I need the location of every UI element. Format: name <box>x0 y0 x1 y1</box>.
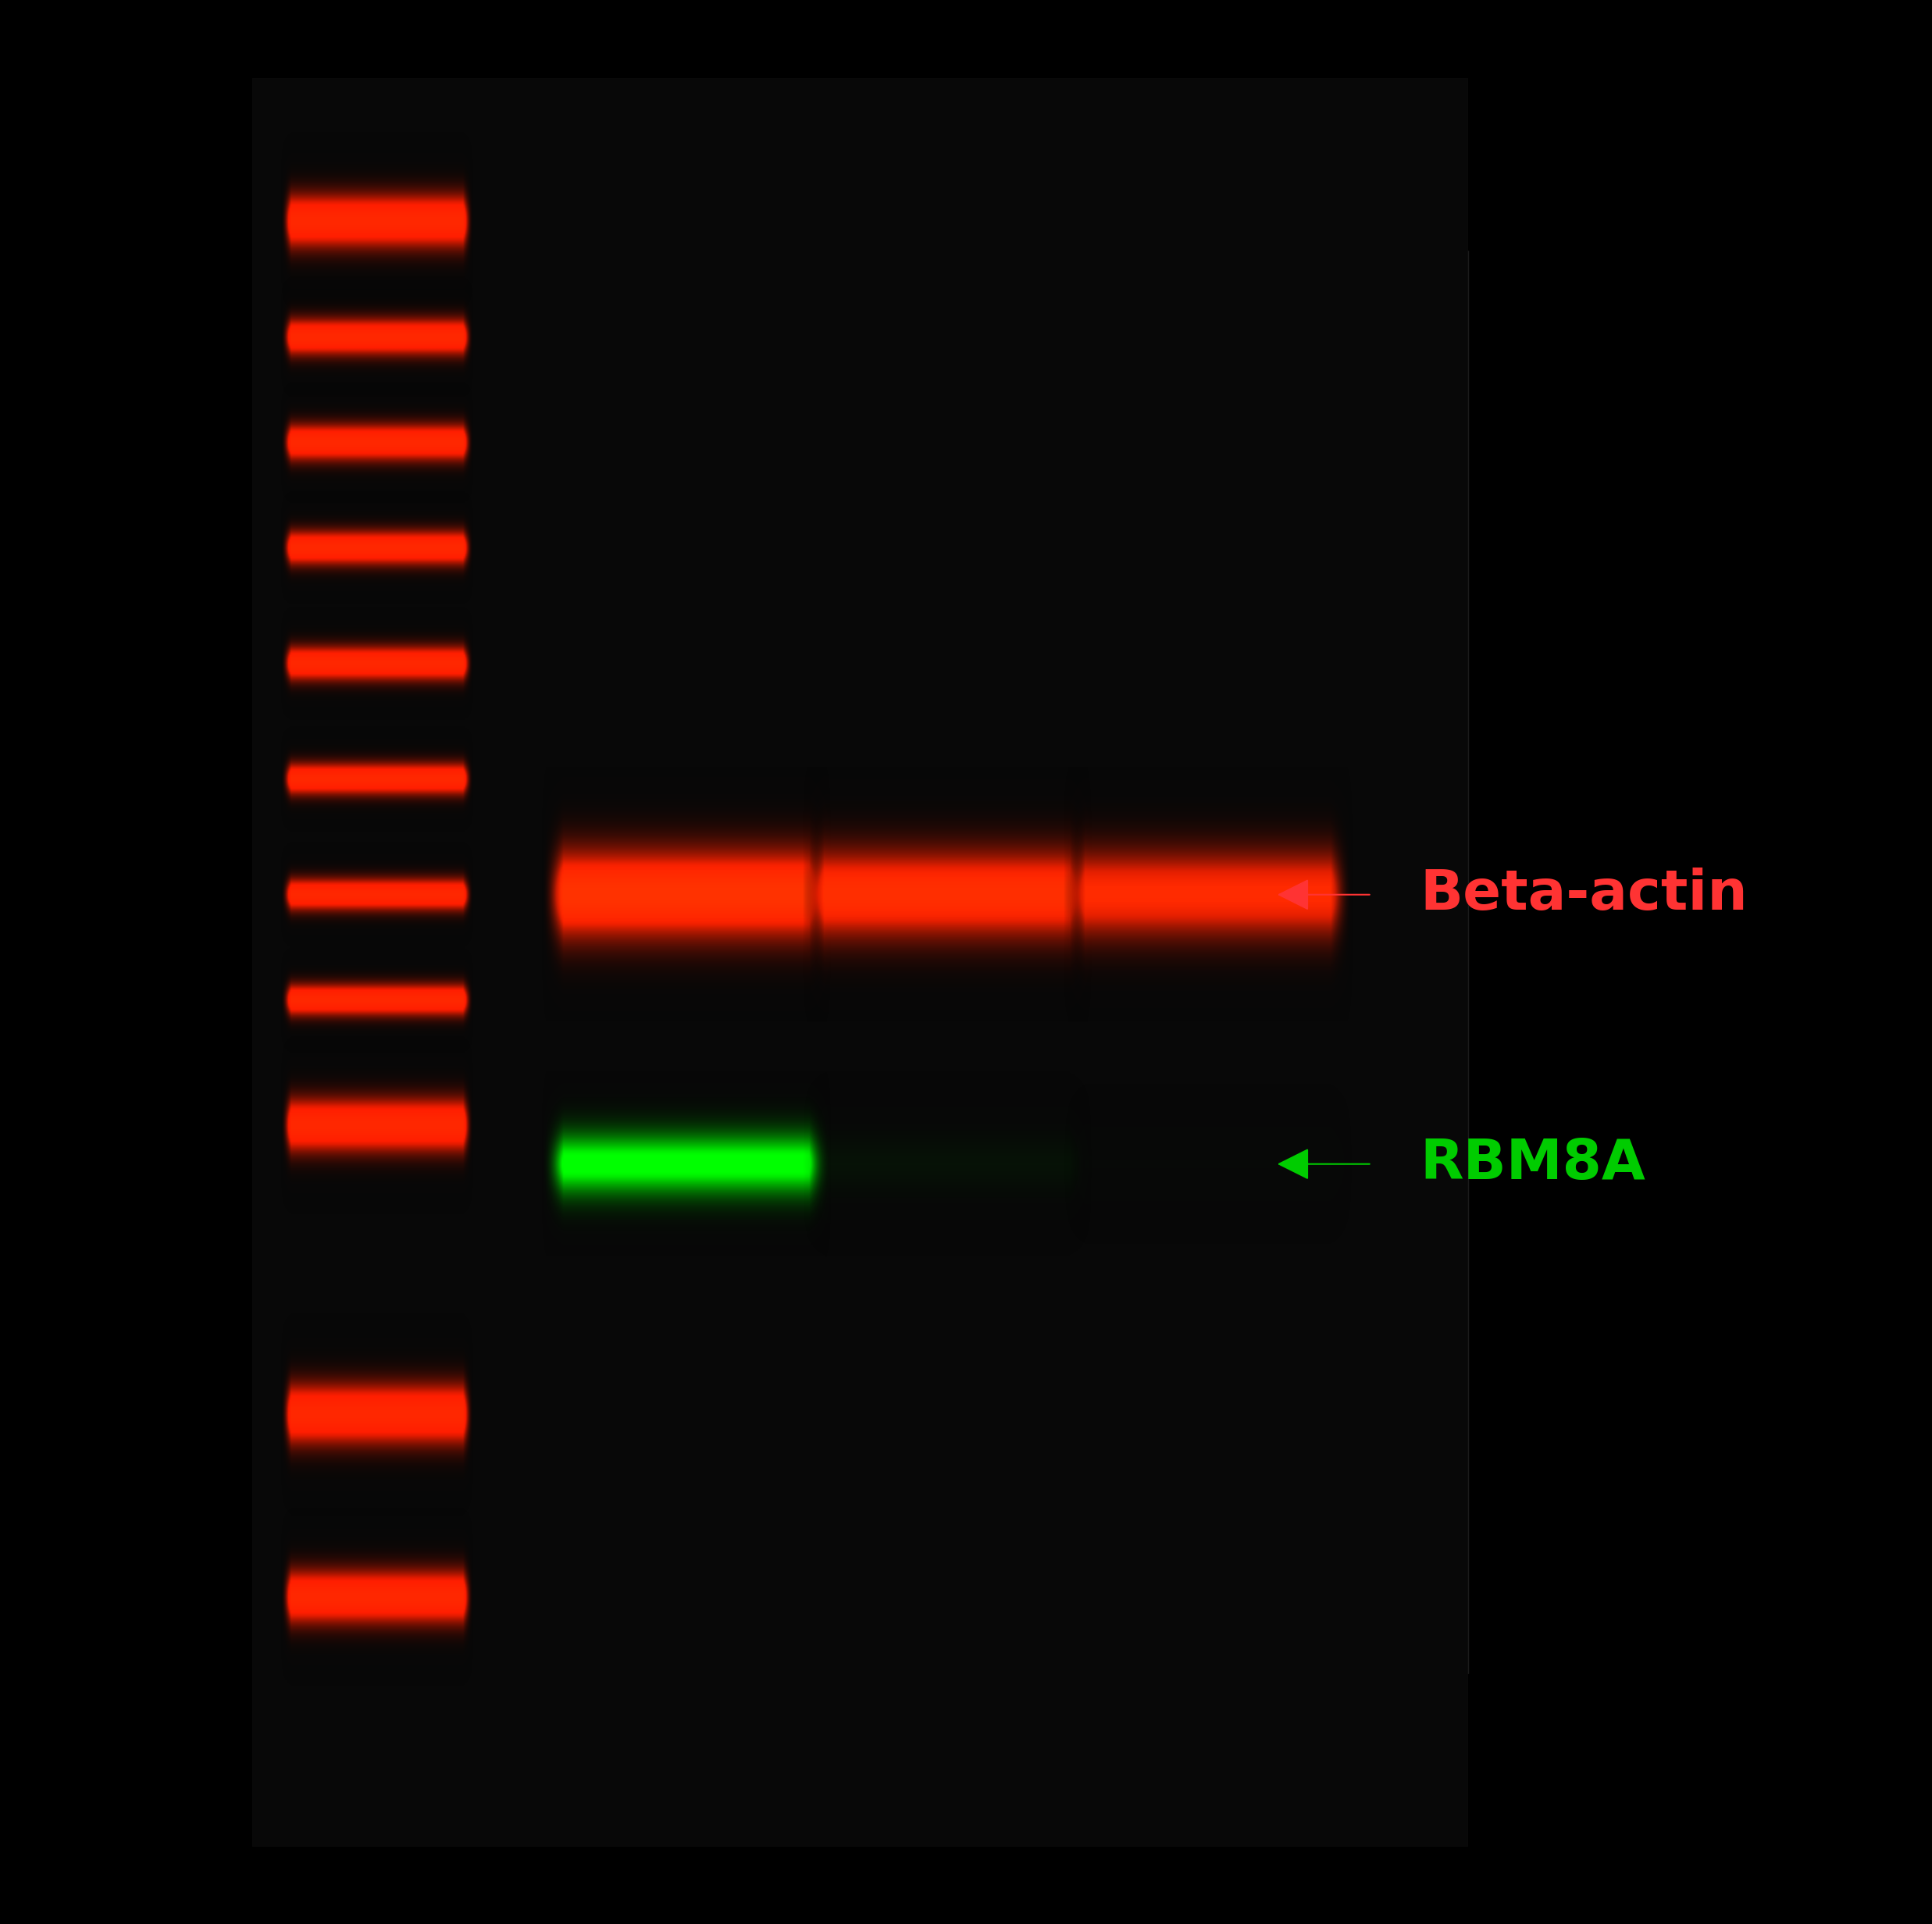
Polygon shape <box>1468 0 1932 250</box>
Bar <box>253 79 1466 1845</box>
Bar <box>251 77 1468 1847</box>
Bar <box>1893 0 1932 1924</box>
Text: Beta-actin: Beta-actin <box>1420 868 1748 922</box>
Polygon shape <box>1468 1674 1932 1924</box>
Text: RBM8A: RBM8A <box>1420 1137 1646 1191</box>
Bar <box>0 0 1932 77</box>
Bar <box>251 77 1468 1847</box>
Bar <box>0 0 251 1924</box>
Bar <box>0 1847 1932 1924</box>
